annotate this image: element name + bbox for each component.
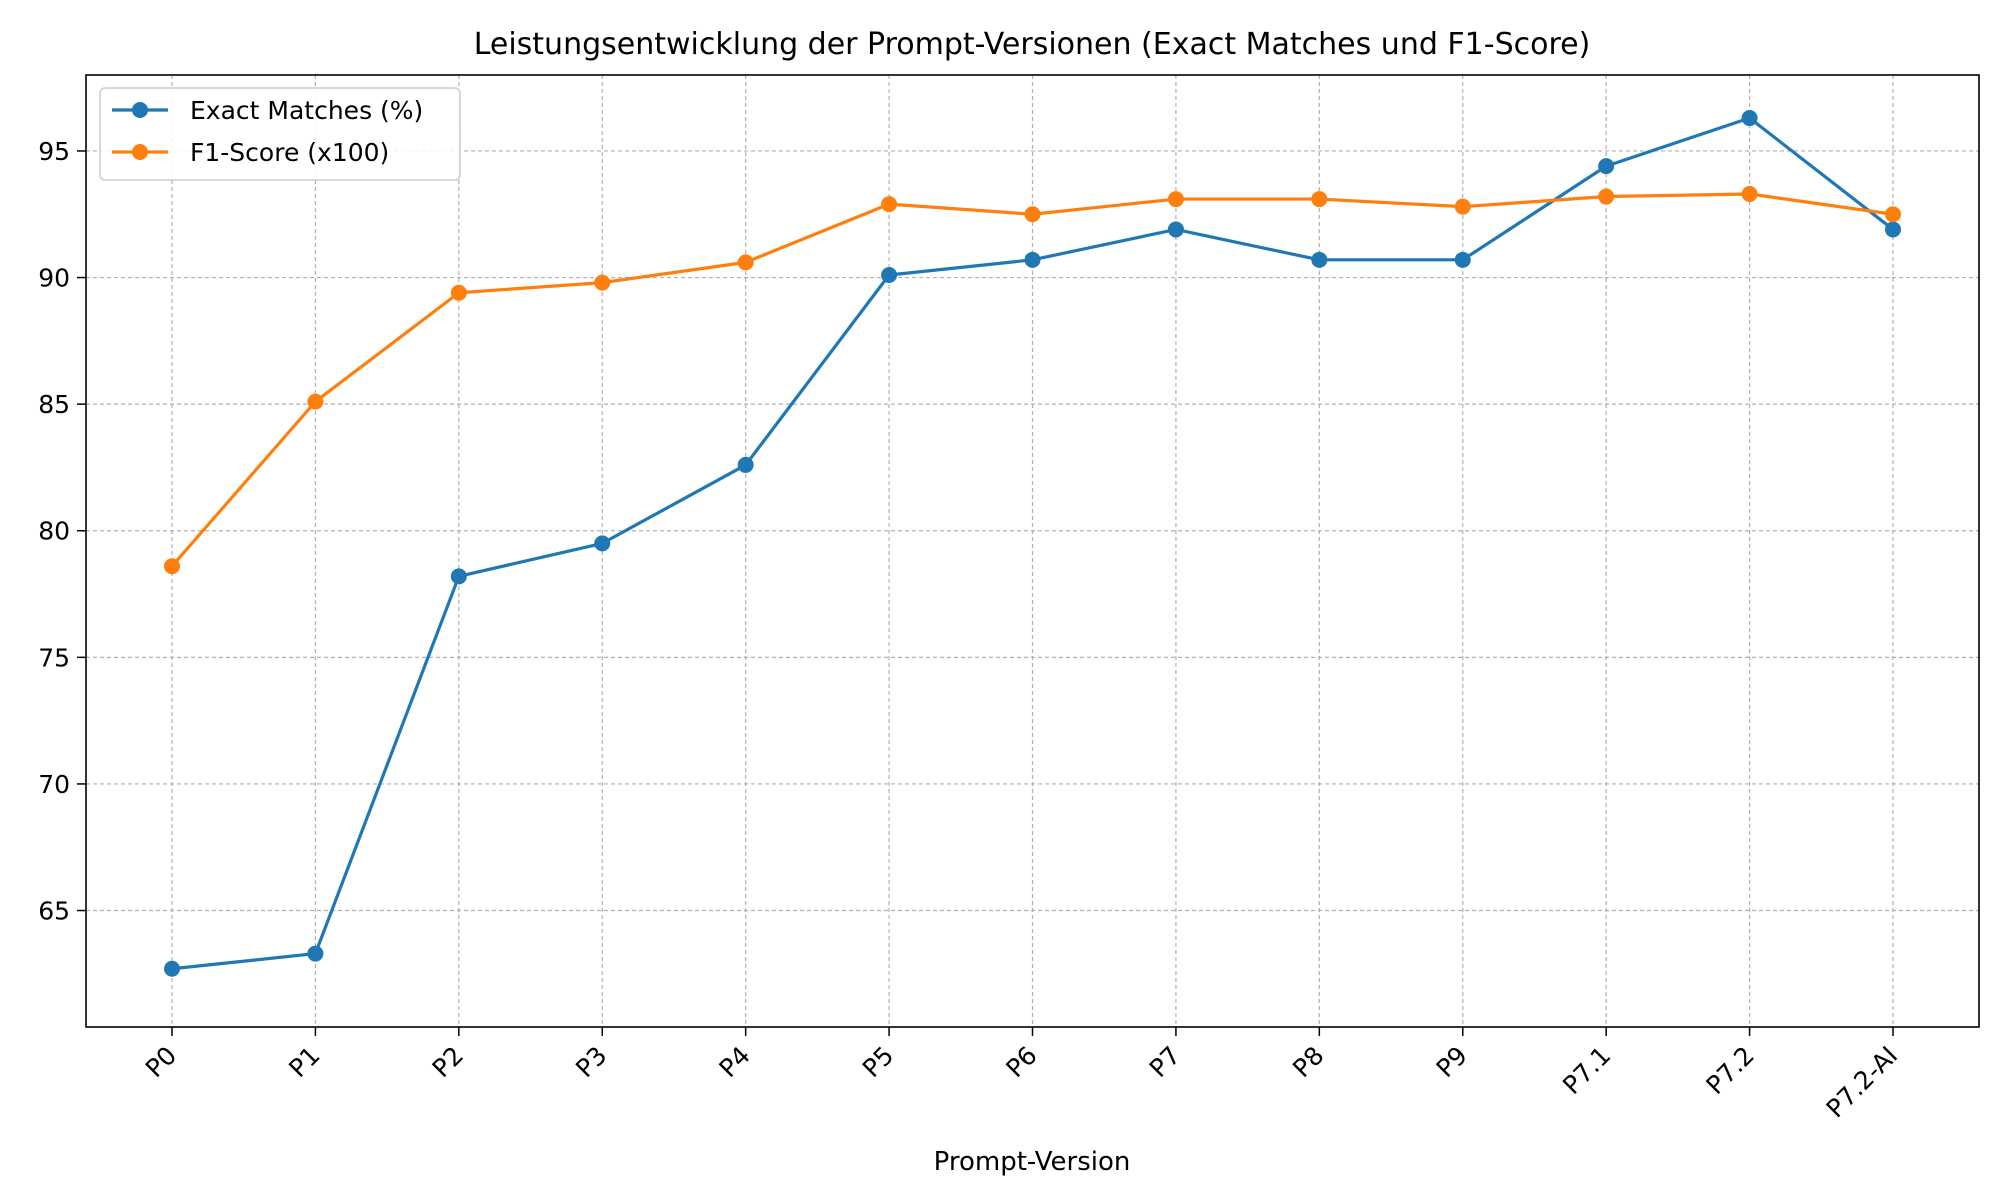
data-point-exact-matches <box>1024 251 1041 268</box>
y-tick-label: 95 <box>38 137 70 166</box>
data-point-exact-matches <box>1454 251 1471 268</box>
data-point-f1-score <box>307 393 324 410</box>
y-tick-label: 80 <box>38 517 70 546</box>
x-tick-label: P4 <box>713 1041 755 1083</box>
data-point-exact-matches <box>737 456 754 473</box>
x-tick-label: P7.2-AI <box>1821 1041 1904 1124</box>
data-point-exact-matches <box>1598 158 1615 175</box>
data-point-f1-score <box>737 254 754 271</box>
data-point-f1-score <box>1454 198 1471 215</box>
data-point-f1-score <box>594 274 611 291</box>
x-tick-label: P1 <box>283 1041 325 1083</box>
data-point-exact-matches <box>1885 221 1901 238</box>
x-axis: P0 P1 P2 P3 P4 P5 P6 P7 P8 P9 P7.1 P7.2 P7.2-AI <box>140 1027 1903 1123</box>
x-axis-label: Prompt-Version <box>934 1147 1131 1177</box>
data-point-f1-score <box>164 558 180 575</box>
data-point-exact-matches <box>1311 251 1328 268</box>
data-point-exact-matches <box>594 535 611 552</box>
data-point-f1-score <box>450 284 467 301</box>
y-tick-label: 65 <box>38 897 70 926</box>
legend-label-f1-score: F1-Score (x100) <box>190 138 389 167</box>
x-tick-label: P6 <box>1000 1041 1042 1083</box>
data-point-exact-matches <box>1741 110 1758 127</box>
x-tick-label: P3 <box>570 1041 612 1083</box>
data-point-f1-score <box>881 196 898 213</box>
x-tick-label: P7.2 <box>1701 1041 1760 1100</box>
y-tick-label: 90 <box>38 264 70 293</box>
legend-box <box>99 87 461 181</box>
chart-title: Leistungsentwicklung der Prompt-Versione… <box>474 27 1591 62</box>
data-point-f1-score <box>1311 191 1328 208</box>
data-point-exact-matches <box>307 945 324 962</box>
data-point-exact-matches <box>881 267 898 284</box>
legend-marker-f1-score <box>132 144 148 160</box>
series-layer <box>164 110 1901 977</box>
data-point-exact-matches <box>1167 221 1184 238</box>
y-tick-label: 85 <box>38 390 70 419</box>
legend: Exact Matches (%) F1-Score (x100) <box>99 87 461 181</box>
x-tick-label: P7.1 <box>1557 1041 1616 1100</box>
legend-marker-exact-matches <box>132 102 148 118</box>
x-tick-label: P5 <box>857 1041 899 1083</box>
data-point-f1-score <box>1167 191 1184 208</box>
x-tick-label: P9 <box>1431 1041 1473 1083</box>
data-point-f1-score <box>1024 206 1041 223</box>
y-tick-label: 70 <box>38 770 70 799</box>
x-tick-label: P7 <box>1144 1041 1186 1083</box>
y-axis: 65 70 75 80 85 90 95 <box>38 137 86 926</box>
y-tick-label: 75 <box>38 643 70 672</box>
data-point-exact-matches <box>450 568 467 585</box>
data-point-f1-score <box>1885 206 1901 223</box>
data-point-exact-matches <box>164 960 180 977</box>
legend-label-exact-matches: Exact Matches (%) <box>190 96 423 125</box>
data-point-f1-score <box>1741 186 1758 202</box>
x-tick-label: P8 <box>1287 1041 1329 1083</box>
x-tick-label: P2 <box>427 1041 469 1083</box>
data-point-f1-score <box>1598 188 1615 205</box>
x-tick-label: P0 <box>140 1041 182 1083</box>
